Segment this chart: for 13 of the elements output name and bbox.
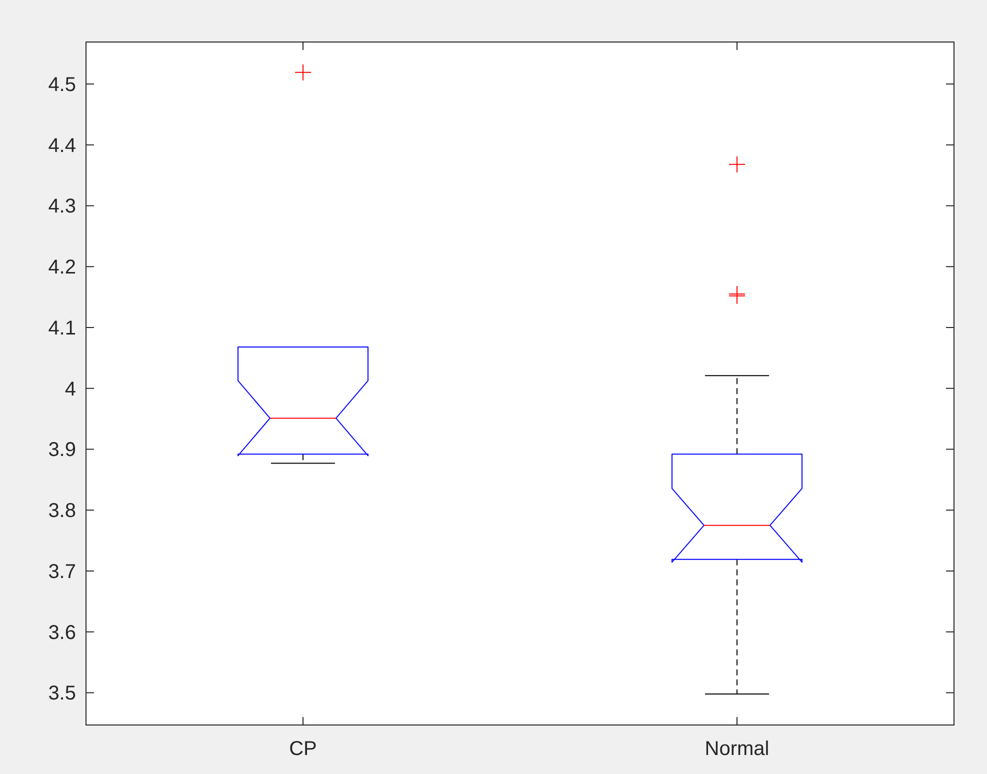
y-tick-label: 4 [64,378,76,400]
y-tick-label: 3.8 [48,500,76,522]
y-tick-label: 4.1 [48,317,76,340]
y-tick-label: 4.2 [48,256,76,279]
y-tick-label: 3.9 [48,439,76,462]
y-tick-label: 4.5 [48,74,76,96]
y-tick-label: 4.3 [48,196,76,218]
y-tick-label: 4.4 [48,134,76,157]
y-tick-label: 3.5 [48,682,76,705]
x-tick-label: Normal [704,738,770,760]
x-tick-label: CP [289,738,317,760]
y-tick-label: 3.6 [48,622,76,644]
y-tick-label: 3.7 [48,560,76,583]
